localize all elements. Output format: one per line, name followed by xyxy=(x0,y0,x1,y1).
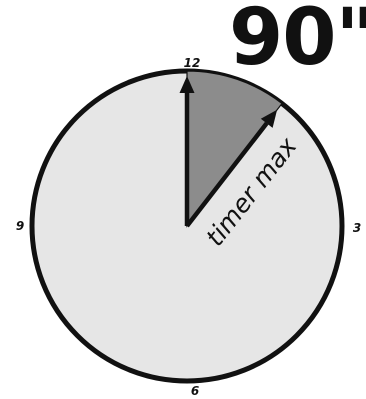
max-arrow-head xyxy=(260,109,278,128)
numeral-3: 3 xyxy=(353,221,361,235)
numeral-6: 6 xyxy=(191,384,199,398)
numeral-12: 12 xyxy=(184,56,201,70)
twelve-arrow-head xyxy=(179,76,195,93)
max-arrow-shaft xyxy=(185,121,269,228)
timer-duration: 90" xyxy=(229,0,366,83)
timer-sector xyxy=(186,70,283,228)
numeral-9: 9 xyxy=(16,219,24,233)
